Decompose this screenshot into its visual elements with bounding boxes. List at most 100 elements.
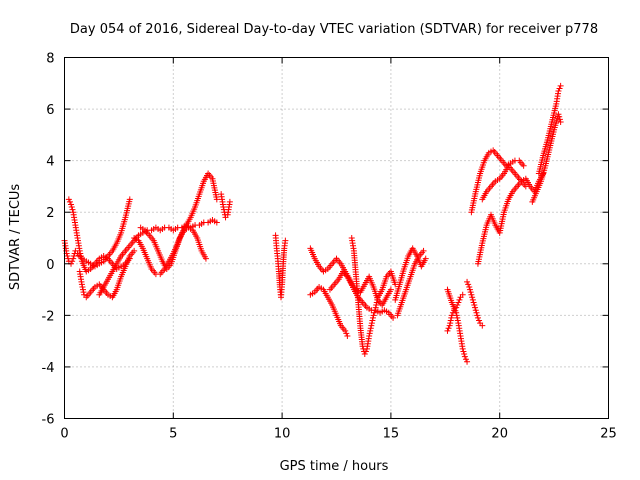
data-point bbox=[468, 291, 475, 298]
y-tick-label: 8 bbox=[46, 52, 54, 67]
data-point bbox=[372, 304, 379, 311]
data-point bbox=[369, 314, 376, 321]
data-point bbox=[472, 304, 479, 311]
data-point bbox=[459, 345, 466, 352]
data-point bbox=[474, 314, 481, 321]
data-points bbox=[61, 82, 564, 365]
data-point bbox=[131, 247, 138, 254]
data-point bbox=[213, 219, 220, 226]
series-track-h bbox=[272, 232, 289, 301]
data-point bbox=[80, 289, 87, 296]
data-point bbox=[65, 196, 72, 203]
data-point bbox=[69, 258, 76, 265]
y-tick-label: 4 bbox=[46, 155, 54, 170]
data-point bbox=[367, 325, 374, 332]
data-point bbox=[77, 250, 84, 257]
plot-frame bbox=[64, 57, 609, 419]
data-point bbox=[448, 314, 455, 321]
data-point bbox=[77, 253, 84, 260]
data-point bbox=[455, 299, 462, 306]
data-point bbox=[462, 356, 469, 363]
y-tick-label: 2 bbox=[46, 206, 54, 221]
data-point bbox=[469, 296, 476, 303]
data-point bbox=[555, 111, 562, 118]
data-point bbox=[460, 348, 467, 355]
data-point bbox=[445, 325, 452, 332]
y-axis-label: SDTVAR / TECUs bbox=[8, 184, 23, 291]
data-point bbox=[466, 283, 473, 290]
data-point bbox=[447, 317, 454, 324]
data-point bbox=[226, 198, 233, 205]
data-point bbox=[64, 253, 71, 260]
y-tick-label: -4 bbox=[42, 361, 55, 376]
data-point bbox=[390, 314, 397, 321]
data-point bbox=[555, 88, 562, 95]
series-track-b bbox=[65, 196, 133, 275]
data-point bbox=[456, 296, 463, 303]
data-point bbox=[79, 283, 86, 290]
data-point bbox=[454, 302, 461, 309]
x-axis-label: GPS time / hours bbox=[280, 459, 389, 474]
data-point bbox=[474, 312, 481, 319]
data-point bbox=[366, 332, 373, 339]
series-track-s bbox=[479, 162, 529, 203]
data-point bbox=[369, 317, 376, 324]
data-point bbox=[370, 312, 377, 319]
data-point bbox=[461, 351, 468, 358]
series-track-m bbox=[392, 245, 429, 303]
data-point bbox=[556, 85, 563, 92]
data-point bbox=[469, 294, 476, 301]
data-point bbox=[449, 309, 456, 316]
series-track-t bbox=[474, 170, 547, 267]
series-track-e bbox=[131, 170, 220, 278]
series-track-g bbox=[218, 191, 233, 221]
data-point bbox=[470, 299, 477, 306]
data-point bbox=[213, 196, 220, 203]
series-track-q bbox=[464, 278, 486, 329]
y-tick-label: 0 bbox=[46, 258, 54, 273]
grid-lines bbox=[64, 57, 609, 419]
data-point bbox=[343, 330, 350, 337]
data-point bbox=[220, 204, 227, 211]
data-point bbox=[344, 332, 351, 339]
series-track-r bbox=[468, 147, 527, 216]
data-point bbox=[374, 296, 381, 303]
data-point bbox=[387, 286, 394, 293]
data-point bbox=[557, 118, 564, 125]
data-point bbox=[68, 204, 75, 211]
data-point bbox=[454, 317, 461, 324]
data-point bbox=[454, 314, 461, 321]
series-track-v bbox=[535, 82, 564, 177]
data-point bbox=[366, 330, 373, 337]
data-point bbox=[368, 322, 375, 329]
series-track-l bbox=[348, 235, 399, 358]
data-point bbox=[446, 322, 453, 329]
data-point bbox=[78, 255, 85, 262]
data-point bbox=[368, 320, 375, 327]
data-point bbox=[472, 307, 479, 314]
series-track-u bbox=[529, 111, 564, 205]
series-track-p bbox=[444, 291, 466, 334]
data-point bbox=[69, 206, 76, 213]
data-point bbox=[447, 320, 454, 327]
data-point bbox=[556, 116, 563, 123]
data-point bbox=[367, 327, 374, 334]
data-point bbox=[448, 312, 455, 319]
x-tick-label: 0 bbox=[60, 427, 68, 442]
data-point bbox=[70, 255, 77, 262]
series-track-o bbox=[444, 286, 471, 365]
data-point bbox=[465, 281, 472, 288]
data-point bbox=[70, 253, 77, 260]
data-point bbox=[373, 302, 380, 309]
data-point bbox=[79, 286, 86, 293]
data-point bbox=[68, 201, 75, 208]
x-tick-label: 25 bbox=[600, 427, 617, 442]
data-point bbox=[420, 247, 427, 254]
data-point bbox=[466, 286, 473, 293]
data-point bbox=[361, 351, 368, 358]
data-point bbox=[76, 247, 83, 254]
data-point bbox=[282, 237, 289, 244]
series-track-f bbox=[137, 224, 209, 272]
data-point bbox=[373, 299, 380, 306]
